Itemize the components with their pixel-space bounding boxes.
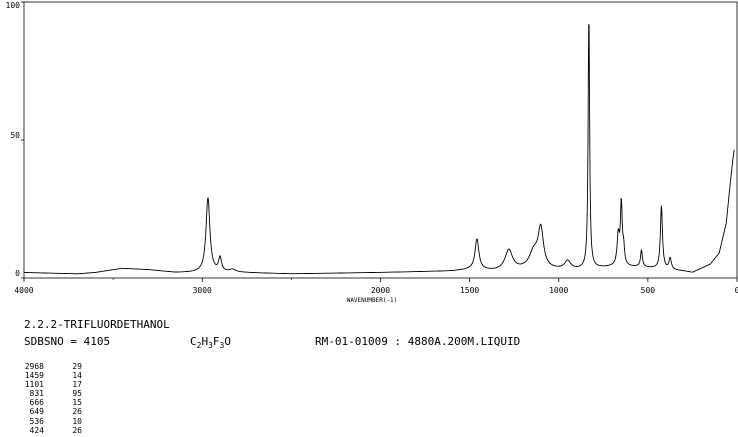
peak-row: 424 26 <box>20 426 82 435</box>
peak-wavenumber: 1101 <box>24 380 44 390</box>
spectrum-line <box>24 24 735 275</box>
peak-table: 2968 29 1459 14 1101 17 831 95 666 15 649 26 536 10 42… <box>20 362 82 435</box>
raman-spectrum-chart: 0 50 100 4000 3000 2000 1500 1000 500 0 WAVENUMB… <box>6 1 738 304</box>
peak-intensity: 95 <box>72 389 82 399</box>
formula-f: F <box>212 335 220 348</box>
peak-intensity: 17 <box>72 380 82 390</box>
formula-c: C <box>190 335 197 348</box>
y-tick-label: 50 <box>10 131 20 140</box>
y-tick-label: 0 <box>15 269 20 278</box>
peak-wavenumber: 424 <box>29 425 44 435</box>
peak-intensity: 15 <box>72 398 82 408</box>
peak-wavenumber: 2968 <box>24 362 44 371</box>
measurement-info: RM-01-01009 : 4880A.200M.LIQUID <box>315 335 521 348</box>
peak-intensity: 14 <box>72 371 82 381</box>
x-axis-ticks: 4000 3000 2000 1500 1000 500 0 <box>14 278 738 295</box>
plot-border <box>23 1 738 279</box>
molecular-formula: C2H3F3O <box>190 335 231 350</box>
peak-wavenumber: 649 <box>29 407 44 417</box>
compound-name: 2.2.2-TRIFLUORDETHANOL <box>24 318 170 331</box>
peak-intensity: 26 <box>72 425 82 435</box>
peak-row: 666 15 <box>20 398 82 407</box>
formula-h: H <box>201 335 209 348</box>
y-axis-ticks: 0 50 100 <box>6 1 24 279</box>
formula-f-count: 3 <box>219 341 225 351</box>
y-tick-label: 100 <box>6 1 21 10</box>
x-tick-label: 4000 <box>14 286 33 295</box>
x-tick-label: 1000 <box>549 286 568 295</box>
peak-row: 649 26 <box>20 407 82 416</box>
peak-row: 1101 17 <box>20 380 82 389</box>
peak-wavenumber: 831 <box>29 389 44 399</box>
peak-intensity: 10 <box>72 416 82 426</box>
peak-wavenumber: 666 <box>29 398 44 408</box>
sdbs-number: SDBSNO = 4105 <box>24 335 111 348</box>
peak-row: 1459 14 <box>20 371 82 380</box>
plot-frame <box>23 1 738 279</box>
x-tick-label: 1500 <box>460 286 479 295</box>
formula-o: O <box>224 335 231 348</box>
peak-intensity: 26 <box>72 407 82 417</box>
peak-row: 831 95 <box>20 389 82 398</box>
peak-wavenumber: 536 <box>29 416 44 426</box>
x-tick-label: 2000 <box>371 286 390 295</box>
formula-c-count: 2 <box>196 341 202 351</box>
x-tick-label: 500 <box>641 286 656 295</box>
x-tick-label: 3000 <box>193 286 212 295</box>
peak-intensity: 29 <box>72 362 82 371</box>
peak-row: 536 10 <box>20 417 82 426</box>
x-axis-label: WAVENUMBER(-1) <box>347 297 398 304</box>
formula-h-count: 3 <box>208 341 213 351</box>
x-tick-label: 0 <box>735 286 738 295</box>
peak-wavenumber: 1459 <box>24 371 44 381</box>
peak-row: 2968 29 <box>20 362 82 371</box>
